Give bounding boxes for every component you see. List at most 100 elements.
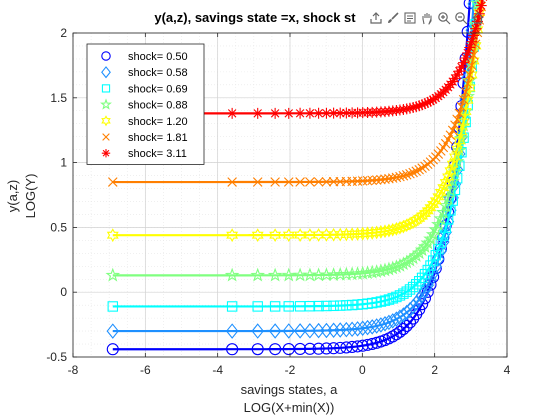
pan-icon[interactable] [419, 9, 435, 27]
data-point [370, 225, 383, 240]
data-point [294, 342, 307, 356]
data-point [340, 321, 353, 338]
data-point [328, 300, 339, 312]
data-point [268, 323, 282, 339]
data-point [303, 323, 317, 339]
data-point [414, 242, 430, 257]
data-point [374, 317, 388, 333]
data-point [462, 47, 474, 59]
data-point [304, 107, 316, 119]
data-point [340, 227, 353, 242]
data-point [434, 185, 447, 200]
data-point [282, 323, 295, 339]
data-point [462, 78, 473, 89]
export-icon[interactable] [368, 9, 384, 27]
data-point [416, 209, 429, 223]
x-axis-label-line2: LOG(X+min(X)) [244, 400, 335, 415]
data-point [321, 177, 332, 187]
legend-entry: shock= 0.50 [128, 51, 188, 63]
data-point [366, 226, 379, 240]
data-point [283, 301, 294, 312]
data-point [383, 294, 395, 305]
data-point [405, 168, 415, 179]
data-point [423, 231, 438, 246]
x-axis-ticks: -8 -6 -4 -2 0 2 4 [68, 33, 511, 377]
legend-entry: shock= 3.11 [128, 148, 187, 160]
data-point [437, 180, 450, 195]
data-point [422, 96, 434, 108]
data-point [386, 313, 399, 329]
data-point [376, 174, 386, 185]
data-point [293, 323, 307, 339]
data-point [282, 228, 295, 243]
data-point [351, 321, 364, 337]
data-point [281, 267, 297, 282]
data-point [444, 202, 457, 218]
data-point [416, 272, 428, 284]
data-point [458, 57, 470, 69]
legend[interactable]: shock= 0.50 shock= 0.58 shock= 0.69 shock= … [86, 43, 205, 165]
data-point [351, 340, 364, 353]
x-tick-label: -8 [68, 363, 79, 377]
data-point [356, 339, 369, 352]
data-point [321, 300, 332, 312]
legend-entry: shock= 0.58 [128, 67, 188, 79]
legend-box [86, 43, 205, 165]
legend-entry: shock= 0.69 [128, 83, 188, 95]
data-point [410, 101, 422, 113]
data-point [411, 245, 427, 260]
x-tick-label: 4 [504, 363, 511, 377]
data-point [366, 337, 379, 350]
brush-icon[interactable] [385, 9, 401, 27]
data-point [463, 81, 476, 95]
legend-marker [101, 66, 111, 79]
data-point [413, 276, 425, 287]
data-point [341, 300, 352, 311]
zoom-out-icon[interactable] [453, 9, 469, 27]
data-point [334, 107, 346, 119]
data-point [470, 23, 482, 35]
series-4 [106, 0, 486, 243]
data-point [427, 255, 439, 266]
legend-marker [102, 133, 110, 141]
data-point [441, 213, 455, 230]
data-point [450, 120, 460, 130]
data-point [404, 102, 416, 114]
zoom-in-icon[interactable] [436, 9, 452, 27]
data-point [475, 0, 487, 12]
data-point [305, 177, 315, 187]
data-point [447, 76, 459, 88]
axes-toolbar [368, 8, 486, 28]
data-point [390, 221, 403, 236]
y-axis-label-line2: LOG(Y) [23, 174, 38, 219]
data-point [453, 133, 466, 148]
data-point [105, 267, 121, 282]
data-point [313, 177, 324, 187]
data-point [433, 243, 444, 255]
data-point [106, 228, 119, 243]
data-point [303, 342, 316, 355]
x-tick-label: -4 [212, 363, 223, 377]
data-point [328, 107, 340, 119]
data-point [251, 343, 264, 356]
y-axis-label-line1: y(a,z) [5, 180, 20, 213]
chart-title: y(a,z), savings state =x, shock st [154, 10, 356, 25]
data-point [391, 291, 402, 303]
data-point [370, 318, 383, 334]
data-point [107, 177, 118, 187]
data-tips-icon[interactable] [402, 9, 418, 27]
data-point [334, 300, 346, 311]
data-point [346, 227, 359, 242]
home-icon[interactable] [470, 9, 486, 27]
data-point [224, 267, 240, 282]
data-point [269, 107, 281, 119]
data-point [463, 0, 476, 10]
data-point [386, 222, 399, 237]
data-point [294, 107, 306, 119]
data-point [464, 42, 476, 54]
data-point [251, 228, 264, 243]
data-point [252, 107, 264, 119]
data-point [252, 177, 263, 187]
data-point [445, 130, 456, 140]
data-point [464, 70, 475, 80]
